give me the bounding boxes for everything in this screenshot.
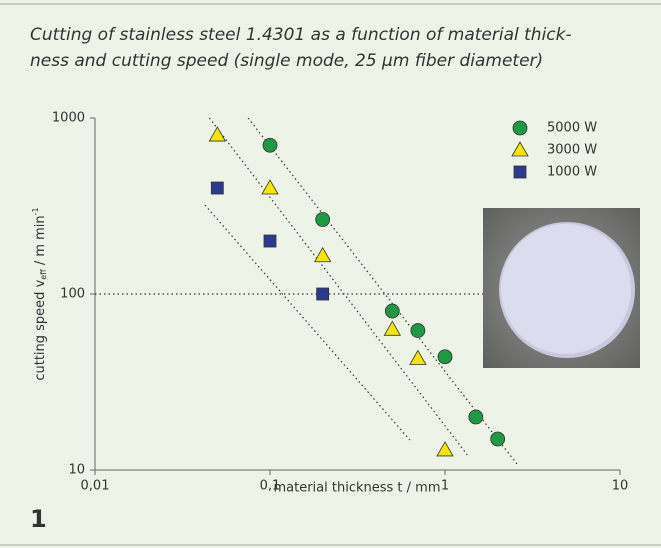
- figure-number: 1: [30, 505, 47, 533]
- photo: [483, 208, 640, 368]
- photo-spot: [501, 224, 631, 354]
- point: [385, 304, 399, 318]
- point: [315, 248, 331, 262]
- y-tick-label: 1000: [52, 111, 85, 126]
- trend-line: [209, 118, 467, 455]
- y-label-sup: -1: [31, 207, 40, 215]
- legend-marker: [512, 142, 528, 156]
- point: [316, 213, 330, 227]
- point: [437, 442, 453, 456]
- page: {"figure_number": "1", "chart_data": {"t…: [0, 0, 661, 548]
- y-label-unit: / m min: [33, 215, 48, 269]
- point: [264, 235, 276, 247]
- y-tick-label: 10: [68, 463, 85, 478]
- chart: Cutting of stainless steel 1.4301 as a f…: [0, 0, 661, 548]
- point: [469, 410, 483, 424]
- point: [317, 288, 329, 300]
- chart-title: ness and cutting speed (single mode, 25 …: [30, 51, 543, 71]
- legend-marker: [514, 166, 526, 178]
- point: [491, 432, 505, 446]
- point: [410, 351, 426, 365]
- y-axis-label: cutting speed veff / m min-1: [31, 207, 48, 380]
- point: [262, 180, 278, 194]
- point: [384, 321, 400, 335]
- point: [438, 350, 452, 364]
- y-tick-label: 100: [60, 287, 85, 302]
- legend-label: 3000 W: [547, 143, 597, 158]
- x-axis-label: material thickness t / mm: [273, 481, 440, 496]
- x-tick-label: 10: [612, 479, 629, 494]
- y-label-text: cutting speed v: [33, 279, 48, 380]
- legend-label: 5000 W: [547, 121, 597, 136]
- legend-marker: [513, 121, 527, 135]
- point: [211, 182, 223, 194]
- trend-line: [205, 205, 410, 440]
- x-tick-label: 1: [441, 479, 449, 494]
- legend-label: 1000 W: [547, 165, 597, 180]
- y-label-sub: eff: [39, 269, 48, 280]
- chart-title: Cutting of stainless steel 1.4301 as a f…: [30, 25, 572, 45]
- x-tick-label: 0,01: [81, 479, 110, 494]
- point: [411, 324, 425, 338]
- point: [263, 138, 277, 152]
- point: [209, 127, 225, 141]
